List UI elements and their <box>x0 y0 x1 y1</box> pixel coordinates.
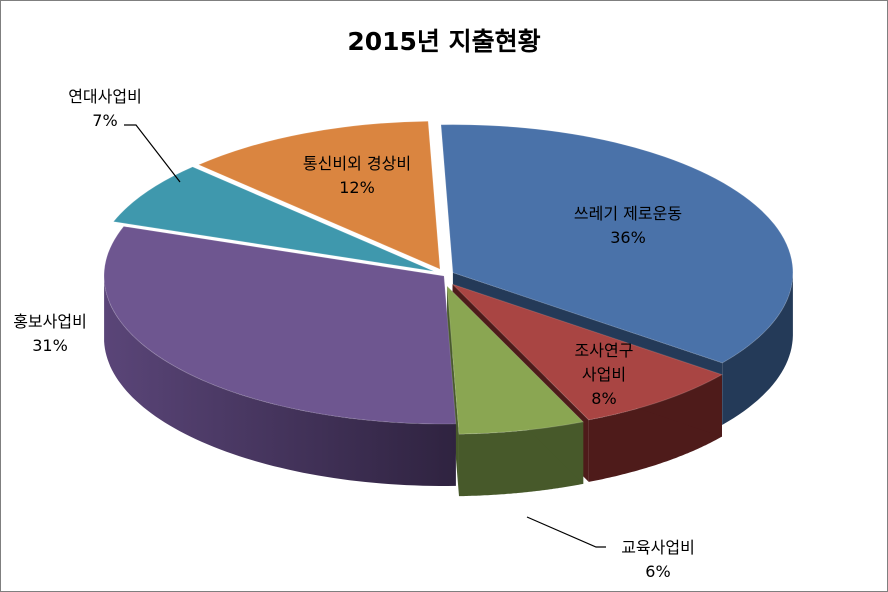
slice-pct-교육사업비: 6% <box>645 562 670 581</box>
slice-label-사업비: 사업비 <box>582 365 626 384</box>
slice-pct-연대사업비: 7% <box>92 111 117 130</box>
slice-조사연구사업비 <box>452 283 724 421</box>
slice-쓰레기제로운동 <box>440 124 794 364</box>
slice-pct-홍보사업비: 31% <box>32 336 68 355</box>
slice-통신비외경상비 <box>197 120 441 270</box>
slice-label-통신비외경상비: 통신비외 경상비 <box>303 154 411 173</box>
slice-label-교육사업비: 교육사업비 <box>621 538 695 557</box>
leader-lines <box>124 124 606 548</box>
slice-홍보사업비 <box>103 225 457 425</box>
slice-labels: 쓰레기 제로운동 36% 조사연구 사업비 8% 교육사업비 6% 홍보사업비 … <box>13 87 695 581</box>
leader-line-연대사업비 <box>124 124 181 183</box>
slice-label-연대사업비: 연대사업비 <box>68 87 142 106</box>
slice-교육사업비 <box>446 284 585 435</box>
chart-title: 2015년 지출현황 <box>347 27 541 56</box>
leader-line-교육사업비 <box>526 516 606 548</box>
slice-side-홍보사업비 <box>104 279 456 486</box>
slice-pct-통신비외경상비: 12% <box>339 178 375 197</box>
slice-연대사업비 <box>112 166 434 272</box>
slice-pct-쓰레기제로운동: 36% <box>610 228 646 247</box>
slice-label-쓰레기제로운동: 쓰레기 제로운동 <box>574 204 682 223</box>
pie-tops <box>103 120 794 435</box>
slice-label-홍보사업비: 홍보사업비 <box>13 312 87 331</box>
slice-label-조사연구: 조사연구 <box>575 341 634 360</box>
slice-side-쓰레기제로운동 <box>722 273 793 425</box>
slice-pct-조사연구사업비: 8% <box>591 389 616 408</box>
